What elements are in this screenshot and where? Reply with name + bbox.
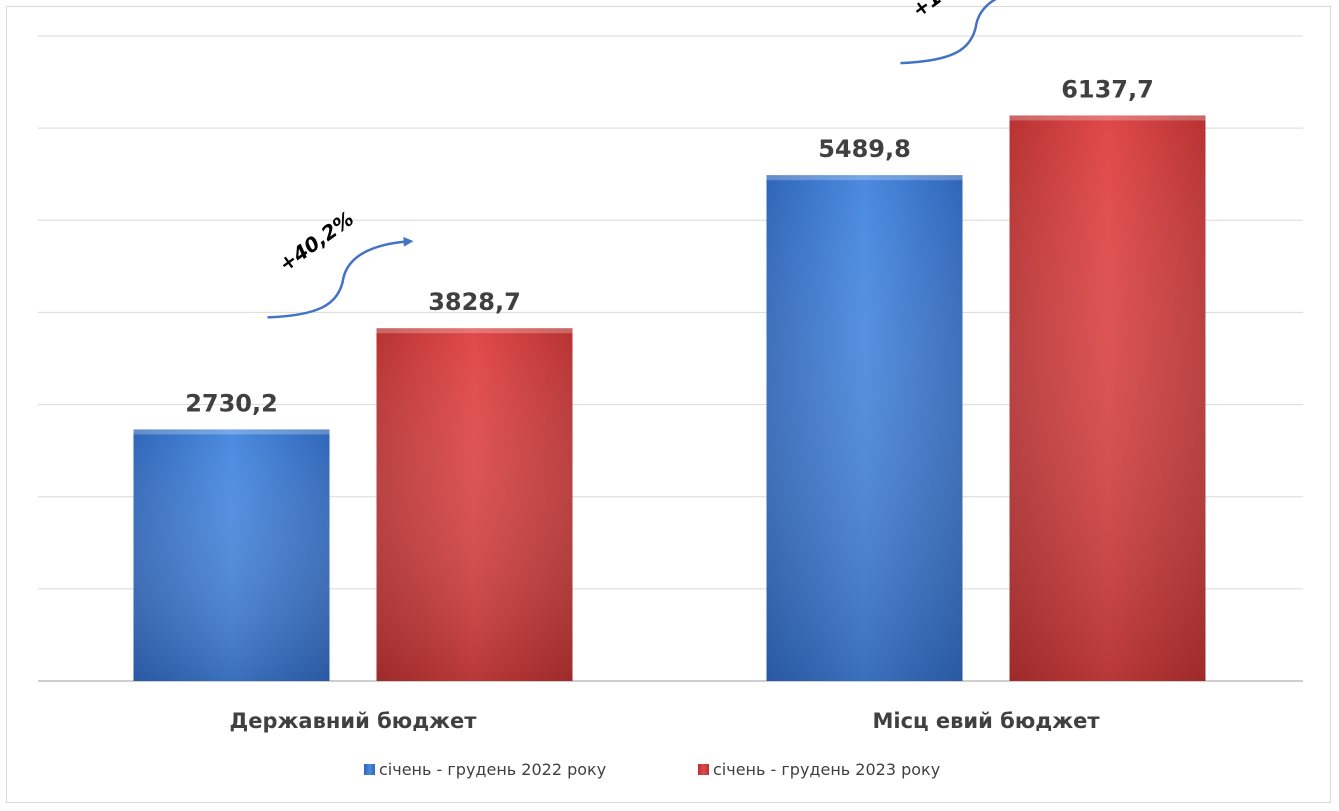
data-labels-group: 2730,2 3828,7 5489,8 6137,7 [185,75,1154,417]
bar [376,328,573,681]
legend-item: січень - грудень 2022 року [364,760,606,779]
legend: січень - грудень 2022 року січень - груде… [364,760,940,779]
legend-label: січень - грудень 2023 року [713,760,940,779]
legend-swatch [698,764,709,775]
bar-shade [766,175,963,681]
bar-shade [1009,115,1206,682]
bar [1009,115,1206,682]
data-label: 3828,7 [428,288,521,316]
growth-label: +40,2% [274,206,358,276]
legend-swatch [364,764,375,775]
growth-annotation: +40,2% [267,206,414,319]
data-label: 6137,7 [1061,75,1154,103]
category-label: Місц евий бюджет [872,709,1100,733]
legend-item: січень - грудень 2023 року [698,760,940,779]
growth-arrow [900,0,997,65]
bar-bevel [376,328,573,334]
data-label: 2730,2 [185,389,278,417]
legend-label: січень - грудень 2022 року [379,760,606,779]
bar-bevel [133,429,330,435]
bar [766,175,963,681]
growth-arrow [267,236,414,319]
bar [133,429,330,681]
growth-annotation: +11,8% [900,0,997,65]
data-label: 5489,8 [818,135,911,163]
category-label: Державний бюджет [230,709,478,733]
category-labels-group: Державний бюджет Місц евий бюджет [230,709,1101,733]
bar-shade [376,328,573,681]
bar-bevel [766,175,963,181]
bar-shade [133,429,330,681]
bars-group [133,115,1206,682]
bar-bevel [1009,115,1206,121]
